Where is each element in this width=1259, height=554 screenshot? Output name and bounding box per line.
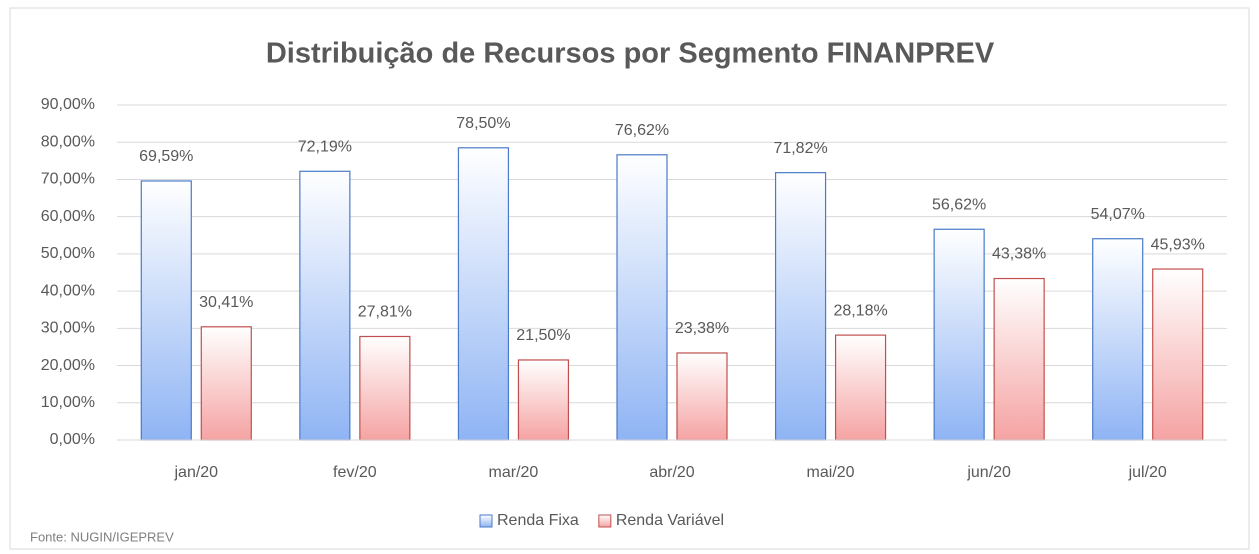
source-note: Fonte: NUGIN/IGEPREV: [30, 529, 174, 544]
legend-label: Renda Fixa: [497, 512, 579, 529]
data-label: 23,38%: [675, 320, 729, 337]
data-label: 27,81%: [358, 304, 412, 321]
y-tick-label: 60,00%: [41, 208, 95, 225]
y-tick-label: 10,00%: [41, 394, 95, 411]
x-tick-label: jul/20: [1128, 464, 1167, 481]
bar: [517, 359, 570, 441]
bar: [1152, 268, 1204, 441]
x-tick-label: jun/20: [966, 464, 1011, 481]
data-label: 76,62%: [615, 122, 669, 139]
bar: [1092, 238, 1144, 441]
x-tick-label: jan/20: [173, 464, 218, 481]
y-tick-label: 50,00%: [41, 245, 95, 262]
y-tick-label: 40,00%: [41, 282, 95, 299]
y-tick-label: 70,00%: [41, 171, 95, 188]
bar: [676, 352, 728, 441]
x-tick-label: mar/20: [489, 464, 539, 481]
bar: [140, 180, 192, 441]
y-tick-label: 20,00%: [41, 357, 95, 374]
data-label: 78,50%: [456, 115, 510, 132]
data-label: 69,59%: [139, 148, 193, 165]
bar: [616, 154, 668, 441]
bar: [299, 170, 351, 441]
bar: [834, 334, 887, 441]
legend-swatch: [479, 514, 493, 528]
y-tick-label: 0,00%: [50, 431, 95, 448]
data-label: 54,07%: [1091, 206, 1145, 223]
chart-title: Distribuição de Recursos por Segmento FI…: [266, 38, 995, 70]
legend-label: Renda Variável: [616, 512, 724, 529]
y-tick-label: 30,00%: [41, 320, 95, 337]
data-label: 21,50%: [516, 327, 570, 344]
y-tick-label: 90,00%: [41, 96, 95, 113]
y-tick-label: 80,00%: [41, 133, 95, 150]
bar: [993, 277, 1045, 441]
x-tick-label: mai/20: [807, 464, 855, 481]
bar: [933, 228, 985, 441]
bar: [457, 147, 510, 441]
data-label: 72,19%: [298, 139, 352, 156]
x-tick-label: abr/20: [649, 464, 694, 481]
bar: [774, 172, 827, 441]
bar: [359, 335, 411, 441]
data-label: 28,18%: [833, 302, 887, 319]
data-label: 45,93%: [1151, 236, 1205, 253]
data-label: 56,62%: [932, 196, 986, 213]
data-label: 71,82%: [773, 140, 827, 157]
legend-swatch: [598, 514, 612, 528]
data-label: 30,41%: [199, 294, 253, 311]
x-tick-label: fev/20: [333, 464, 377, 481]
bar: [200, 326, 252, 441]
data-label: 43,38%: [992, 246, 1046, 263]
